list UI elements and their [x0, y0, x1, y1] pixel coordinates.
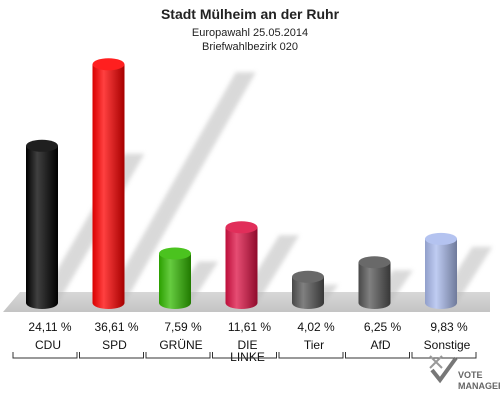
bar-spd — [92, 64, 125, 310]
logo-text-line-2: MANAGER — [458, 381, 500, 391]
bar-cdu — [26, 145, 58, 309]
category-bracket-1 — [79, 352, 144, 359]
bar-top-3 — [225, 221, 258, 234]
category-label-3-line-0: DIE — [237, 338, 257, 352]
category-label-6-line-0: Sonstige — [424, 338, 471, 352]
value-label-5: 6,25 % — [364, 320, 402, 334]
category-label-3-line-1: LINKE — [230, 350, 265, 364]
category-bracket-5 — [345, 352, 410, 359]
bar-top-4 — [292, 270, 324, 283]
category-label-2-line-0: GRÜNE — [159, 338, 202, 352]
bar-top-0 — [26, 139, 58, 152]
chart-subtitle-line-1: Europawahl 25.05.2014 — [192, 27, 308, 39]
bar-top-5 — [358, 256, 391, 269]
bars — [26, 58, 457, 310]
bar-top-2 — [159, 247, 191, 260]
chart-title: Stadt Mülheim an der Ruhr — [161, 6, 340, 22]
value-label-0: 24,11 % — [28, 320, 71, 334]
value-labels: 24,11 % 36,61 % 7,59 % 11,61 % 4,02 % 6,25 % 9… — [28, 320, 468, 334]
bar-top-6 — [425, 232, 457, 245]
category-bracket-4 — [278, 352, 344, 359]
bar-grüne — [159, 253, 191, 309]
bar-afd — [358, 262, 391, 309]
cross-icon — [429, 355, 443, 369]
chart-subtitle-line-2: Briefwahlbezirk 020 — [202, 41, 298, 53]
category-bracket-0 — [12, 352, 78, 359]
bar-top-1 — [92, 58, 125, 71]
value-label-6: 9,83 % — [430, 320, 468, 334]
category-bracket-3 — [212, 352, 277, 359]
category-label-5-line-0: AfD — [370, 338, 390, 352]
value-label-2: 7,59 % — [164, 320, 202, 334]
bar-tier — [292, 276, 324, 309]
logo-text-line-1: VOTE — [458, 370, 483, 380]
checkmark-icon — [430, 356, 458, 384]
bar-sonstige — [425, 238, 457, 309]
bar-shadow-1 — [104, 72, 256, 304]
category-label-4-line-0: Tier — [304, 338, 324, 352]
bar-die-linke — [225, 227, 258, 309]
value-label-1: 36,61 % — [94, 320, 138, 334]
category-label-0-line-0: CDU — [35, 338, 61, 352]
value-label-4: 4,02 % — [297, 320, 335, 334]
category-bracket-2 — [145, 352, 211, 359]
vote-manager-logo: VOTE MANAGER — [429, 355, 500, 391]
category-bracket-6 — [411, 352, 477, 359]
category-label-1-line-0: SPD — [102, 338, 127, 352]
value-label-3: 11,61 % — [228, 320, 271, 334]
